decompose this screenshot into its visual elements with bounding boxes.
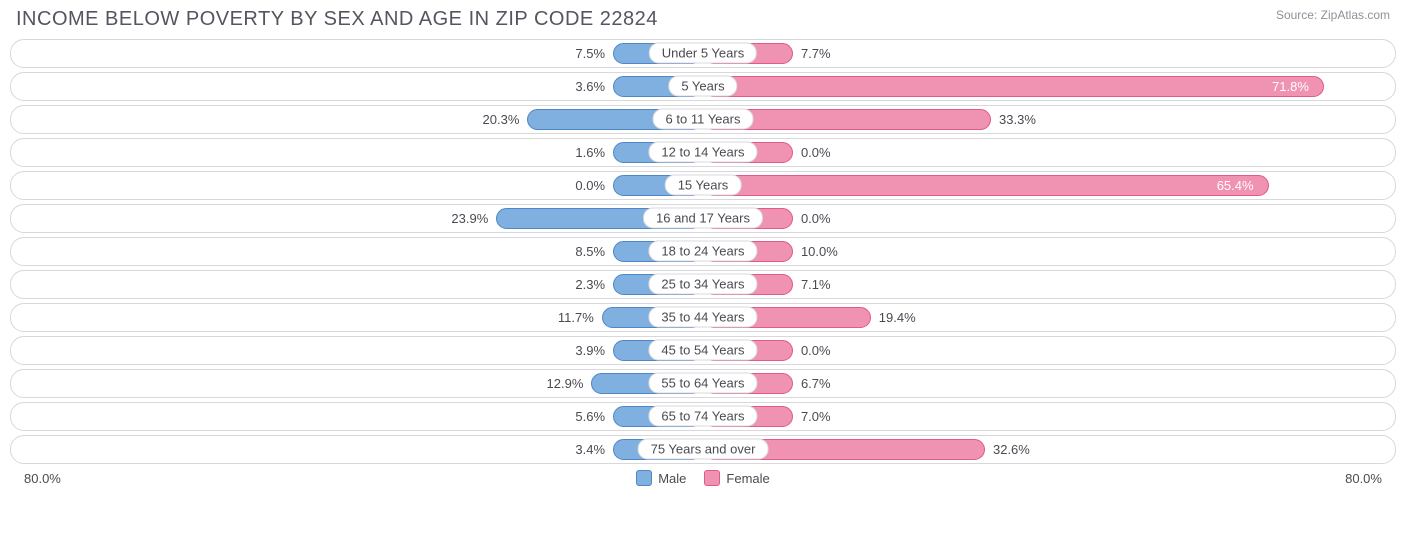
- axis-row: 80.0% Male Female 80.0%: [10, 468, 1396, 486]
- chart-row: 20.3% 33.3% 6 to 11 Years: [10, 105, 1396, 134]
- male-value-label: 20.3%: [483, 106, 520, 133]
- chart-row: 12.9% 6.7% 55 to 64 Years: [10, 369, 1396, 398]
- male-value-label: 3.4%: [575, 436, 605, 463]
- chart-row: 0.0% 65.4% 15 Years: [10, 171, 1396, 200]
- category-label: 65 to 74 Years: [648, 405, 757, 426]
- female-value-label: 10.0%: [801, 238, 838, 265]
- legend-swatch: [636, 470, 652, 486]
- legend-label: Male: [658, 471, 686, 486]
- category-label: Under 5 Years: [649, 42, 757, 63]
- legend-label: Female: [726, 471, 769, 486]
- male-value-label: 23.9%: [451, 205, 488, 232]
- category-label: 6 to 11 Years: [653, 108, 754, 129]
- chart-row: 5.6% 7.0% 65 to 74 Years: [10, 402, 1396, 431]
- female-value-label: 32.6%: [993, 436, 1030, 463]
- female-value-label: 19.4%: [879, 304, 916, 331]
- chart-row: 11.7% 19.4% 35 to 44 Years: [10, 303, 1396, 332]
- female-value-label: 0.0%: [801, 139, 831, 166]
- legend-swatch: [704, 470, 720, 486]
- female-value-label: 0.0%: [801, 205, 831, 232]
- category-label: 12 to 14 Years: [648, 141, 757, 162]
- female-value-label: 6.7%: [801, 370, 831, 397]
- chart-row: 7.5% 7.7% Under 5 Years: [10, 39, 1396, 68]
- diverging-bar-chart: 7.5% 7.7% Under 5 Years 3.6% 71.8% 5 Years 20.…: [10, 39, 1396, 464]
- chart-row: 8.5% 10.0% 18 to 24 Years: [10, 237, 1396, 266]
- chart-source: Source: ZipAtlas.com: [1276, 8, 1390, 22]
- chart-row: 3.9% 0.0% 45 to 54 Years: [10, 336, 1396, 365]
- chart-header: INCOME BELOW POVERTY BY SEX AND AGE IN Z…: [10, 8, 1396, 31]
- chart-row: 1.6% 0.0% 12 to 14 Years: [10, 138, 1396, 167]
- chart-container: INCOME BELOW POVERTY BY SEX AND AGE IN Z…: [0, 0, 1406, 494]
- male-value-label: 5.6%: [575, 403, 605, 430]
- chart-row: 23.9% 0.0% 16 and 17 Years: [10, 204, 1396, 233]
- male-value-label: 7.5%: [575, 40, 605, 67]
- category-label: 55 to 64 Years: [648, 372, 757, 393]
- female-value-label: 7.7%: [801, 40, 831, 67]
- legend-item: Female: [704, 470, 769, 486]
- male-value-label: 12.9%: [547, 370, 584, 397]
- chart-title: INCOME BELOW POVERTY BY SEX AND AGE IN Z…: [16, 8, 658, 31]
- category-label: 25 to 34 Years: [648, 273, 757, 294]
- legend-item: Male: [636, 470, 686, 486]
- category-label: 18 to 24 Years: [648, 240, 757, 261]
- category-label: 45 to 54 Years: [648, 339, 757, 360]
- legend: Male Female: [636, 470, 770, 486]
- chart-row: 3.6% 71.8% 5 Years: [10, 72, 1396, 101]
- female-value-label: 65.4%: [1217, 172, 1254, 199]
- male-value-label: 0.0%: [575, 172, 605, 199]
- axis-left-max: 80.0%: [24, 471, 61, 486]
- chart-row: 2.3% 7.1% 25 to 34 Years: [10, 270, 1396, 299]
- female-bar: [703, 175, 1269, 196]
- category-label: 35 to 44 Years: [648, 306, 757, 327]
- female-value-label: 33.3%: [999, 106, 1036, 133]
- female-value-label: 7.0%: [801, 403, 831, 430]
- female-value-label: 7.1%: [801, 271, 831, 298]
- male-value-label: 3.6%: [575, 73, 605, 100]
- male-value-label: 11.7%: [558, 304, 594, 331]
- male-value-label: 3.9%: [575, 337, 605, 364]
- category-label: 15 Years: [665, 174, 742, 195]
- male-value-label: 1.6%: [575, 139, 605, 166]
- category-label: 16 and 17 Years: [643, 207, 763, 228]
- category-label: 5 Years: [668, 75, 737, 96]
- male-value-label: 8.5%: [575, 238, 605, 265]
- chart-row: 3.4% 32.6% 75 Years and over: [10, 435, 1396, 464]
- axis-right-max: 80.0%: [1345, 471, 1382, 486]
- male-value-label: 2.3%: [575, 271, 605, 298]
- category-label: 75 Years and over: [638, 438, 769, 459]
- female-bar: [703, 76, 1324, 97]
- female-value-label: 0.0%: [801, 337, 831, 364]
- female-value-label: 71.8%: [1272, 73, 1309, 100]
